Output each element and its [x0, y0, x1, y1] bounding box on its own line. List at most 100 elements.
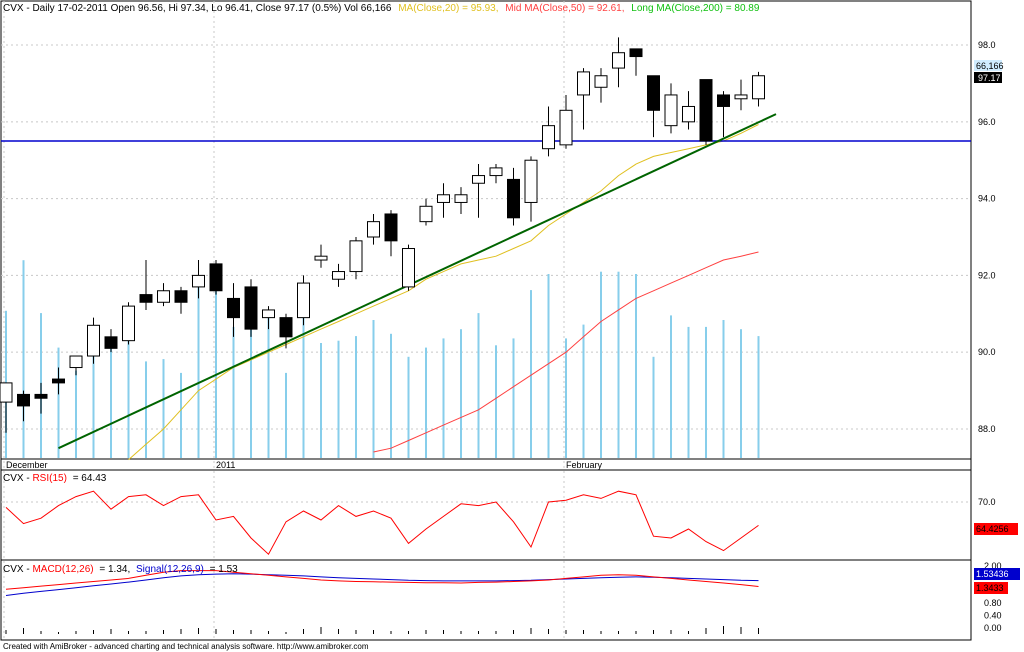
footer-credit: Created with AmiBroker - advanced charti… — [3, 642, 369, 651]
volume-bar — [460, 329, 462, 458]
candle-body — [489, 167, 503, 177]
macd-panel — [0, 559, 972, 641]
candle-body — [262, 309, 275, 319]
volume-bar — [495, 345, 497, 458]
volume-bar — [197, 285, 200, 458]
date-tick-label: 2011 — [216, 460, 235, 470]
signal-badge — [974, 568, 1020, 580]
candle-body — [507, 178, 520, 219]
volume-bar — [757, 336, 760, 458]
volume-bar — [530, 290, 532, 458]
candle-body — [472, 175, 485, 184]
price-tick-label: 98.0 — [978, 40, 996, 50]
volume-bar — [740, 329, 742, 458]
candle-body — [174, 290, 188, 303]
candle-body — [139, 294, 153, 303]
signal-badge-label: 1.53436 — [976, 569, 1009, 579]
ma20-legend: MA(Close,20) = 95.93, — [398, 3, 498, 14]
macd-legend: MACD(12,26) — [32, 564, 93, 575]
candle-body — [752, 75, 765, 100]
candle-body — [367, 221, 380, 238]
volume-bar — [110, 347, 112, 458]
price-tick-label: 94.0 — [978, 194, 996, 204]
price-header: CVX - Daily 17-02-2011 Open 96.56, Hi 97… — [3, 3, 760, 14]
volume-bar — [285, 372, 287, 458]
volume-bar — [302, 283, 305, 458]
candle-body — [0, 382, 13, 403]
volume-bar — [565, 338, 567, 458]
candle-body — [577, 71, 590, 96]
volume-bar — [355, 336, 357, 458]
macd-lines — [5, 570, 759, 634]
volume-bar — [22, 260, 25, 458]
candle-body — [542, 125, 555, 150]
volume-bar — [705, 326, 707, 458]
candle-body — [157, 290, 170, 303]
candle-body — [332, 271, 345, 280]
volume-bar — [617, 271, 620, 458]
candle-body — [454, 194, 468, 203]
candle-body — [279, 317, 293, 338]
candle-body — [244, 286, 258, 330]
volume-bar — [92, 338, 95, 458]
last-volume-badge — [974, 60, 1002, 71]
price-tick-label: 88.0 — [978, 424, 996, 434]
candle-body — [209, 263, 223, 292]
candle-body — [349, 240, 363, 273]
macd-value: = 1.34, — [99, 564, 130, 575]
rsi-header: CVX - RSI(15) = 64.43 — [3, 473, 107, 484]
candle-body — [34, 393, 48, 399]
volume-bar — [582, 324, 585, 458]
volume-bar — [250, 324, 252, 458]
last-close-badge — [974, 72, 1002, 83]
candle-body — [629, 48, 643, 58]
candle-body — [524, 159, 538, 203]
volume-bar — [127, 322, 130, 458]
volume-bar — [635, 274, 637, 458]
rsi-panel — [0, 469, 972, 561]
rsi-line — [5, 490, 759, 556]
rsi-tick-label: 70.0 — [978, 497, 996, 507]
rsi-last-badge — [974, 523, 1018, 535]
candle-body — [17, 393, 30, 407]
volume-bar — [407, 356, 410, 458]
rsi-header-prefix: CVX - — [3, 473, 32, 484]
macd-header-prefix: CVX - — [3, 564, 32, 575]
macd-tick-label: 0.00 — [984, 623, 1002, 633]
macd-header: CVX - MACD(12,26) = 1.34, Signal(12,26,9… — [3, 564, 238, 575]
volume-bar — [687, 326, 690, 458]
trendline — [58, 113, 777, 450]
date-axis-strip — [0, 458, 972, 471]
volume-bar — [180, 372, 182, 458]
rsi-polyline — [5, 490, 759, 556]
rsi-last-label: 64.4256 — [976, 524, 1009, 534]
macd-badge-label: 1.3433 — [976, 583, 1004, 593]
ma200-legend: Long MA(Close,200) = 80.89 — [631, 3, 760, 14]
last-volume-label: 66,166 — [976, 61, 1004, 71]
signal-polyline — [5, 573, 759, 596]
volume-bar — [145, 361, 147, 458]
price-tick-label: 90.0 — [978, 347, 996, 357]
volume-bar — [652, 356, 655, 458]
candle-body — [52, 378, 65, 384]
candle-body — [717, 94, 730, 107]
signal-legend: Signal(12,26,9) — [136, 564, 204, 575]
candle-body — [682, 105, 695, 123]
candle-body — [227, 297, 240, 319]
candle-body — [594, 75, 608, 88]
volume-bar — [512, 338, 515, 458]
candle-body — [87, 324, 100, 357]
candle-body — [647, 75, 660, 111]
last-close-label: 97.17 — [978, 73, 1001, 83]
candle-body — [437, 194, 450, 203]
candle-body — [612, 52, 625, 69]
volume-bar — [232, 326, 235, 458]
candle-body — [69, 355, 83, 369]
macd-tick-label: 0.80 — [984, 598, 1002, 608]
volume-bar — [372, 320, 375, 458]
volume-bar — [600, 271, 602, 458]
candle-body — [559, 109, 573, 146]
volume-bar — [425, 347, 427, 458]
ma50-line — [373, 251, 759, 453]
rsi-value: = 64.43 — [73, 473, 107, 484]
